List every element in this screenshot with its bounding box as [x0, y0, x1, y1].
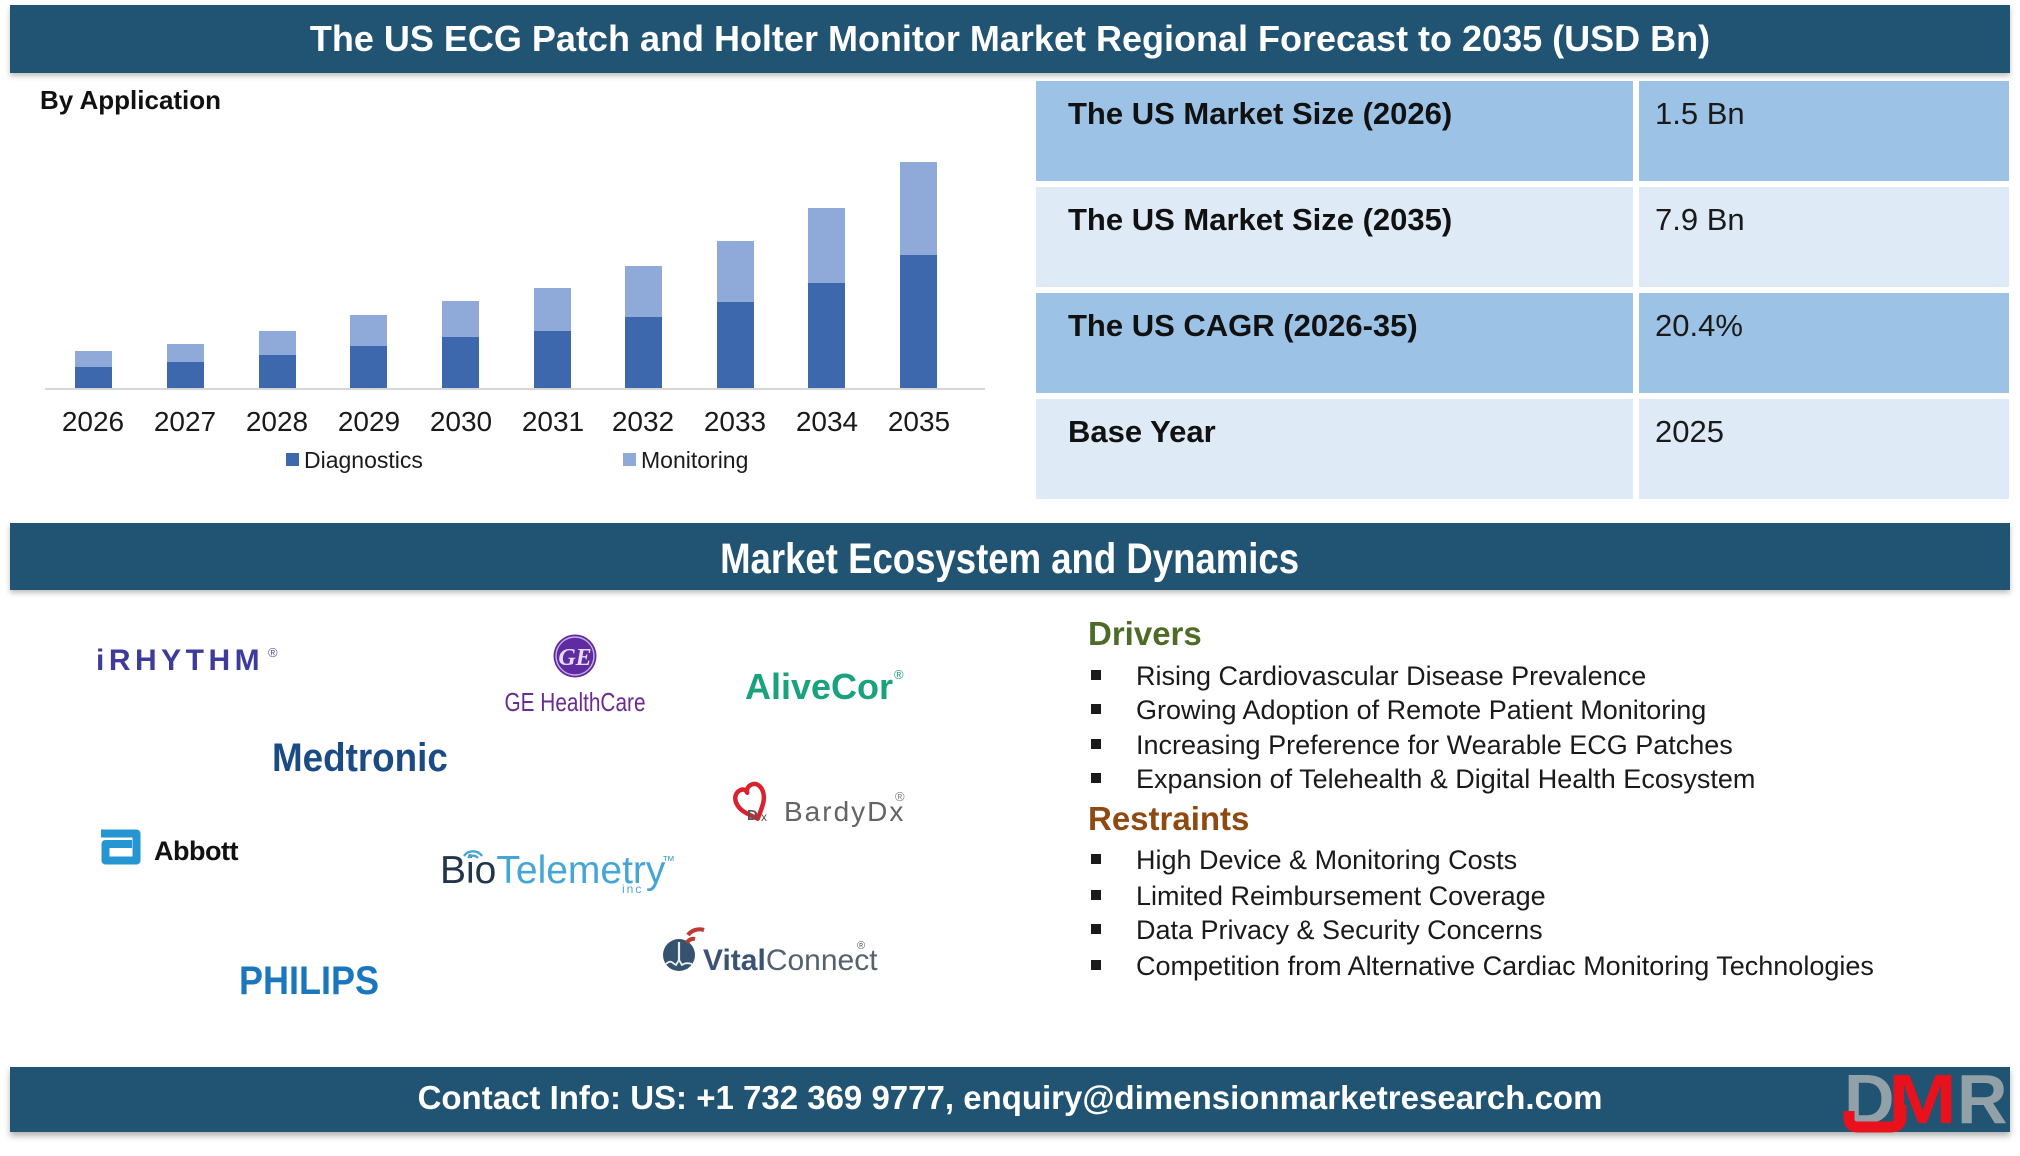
svg-text:x: x [761, 810, 767, 824]
svg-text:D: D [747, 807, 758, 824]
svg-text:GE: GE [558, 645, 591, 671]
svg-text:R: R [1957, 1065, 2008, 1138]
